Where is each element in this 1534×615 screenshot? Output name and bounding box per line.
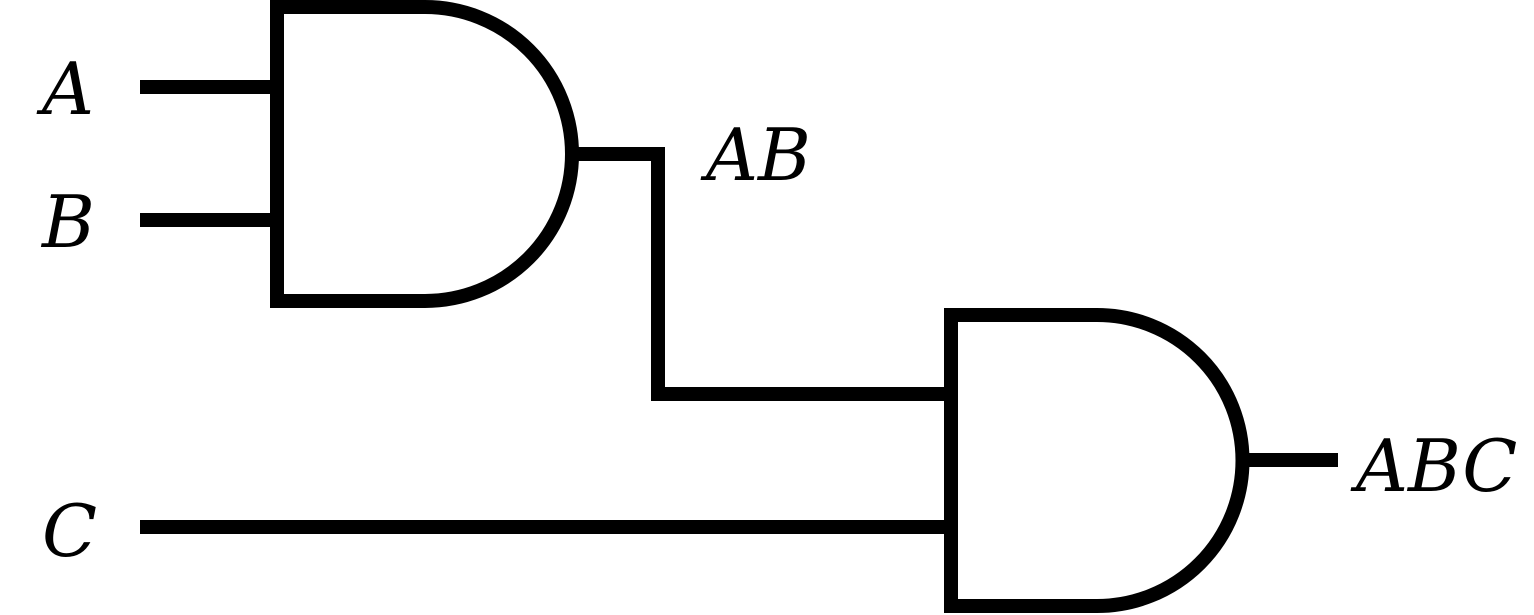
and-gate-2	[944, 308, 1250, 613]
wire-ab-to-gate-2	[570, 147, 951, 401]
label-input-b: B	[40, 180, 95, 264]
label-input-c: C	[42, 489, 97, 573]
label-output-ab: AB	[700, 113, 811, 197]
label-input-a: A	[36, 47, 94, 131]
and-gate-1	[270, 0, 579, 308]
label-output-abc: ABC	[1350, 424, 1517, 508]
